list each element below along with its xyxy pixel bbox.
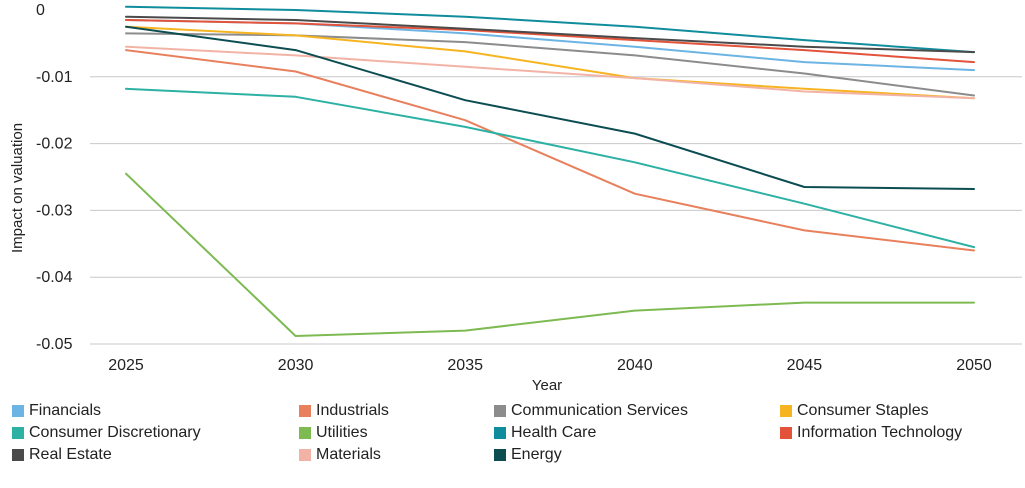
y-axis-title: Impact on valuation	[9, 123, 26, 253]
x-tick-label: 2035	[447, 357, 483, 374]
legend-label: Information Technology	[797, 424, 963, 441]
series-line-materials	[125, 45, 975, 100]
x-axis-title: Year	[532, 377, 562, 394]
legend-label: Real Estate	[29, 446, 112, 463]
legend-item: Energy	[494, 446, 562, 464]
legend-swatch	[780, 427, 792, 439]
legend-item: Health Care	[494, 424, 596, 442]
legend-label: Energy	[511, 446, 562, 463]
legend-item: Utilities	[299, 424, 368, 442]
legend-label: Consumer Discretionary	[29, 424, 201, 441]
legend-swatch	[494, 449, 506, 461]
x-tick-label: 2050	[956, 357, 992, 374]
series-line-consumer-staples	[125, 25, 975, 100]
series-line-health-care	[125, 5, 975, 54]
y-tick-label: -0.03	[36, 202, 73, 219]
legend-swatch	[780, 405, 792, 417]
y-tick-label: -0.05	[36, 336, 73, 353]
legend-swatch	[494, 427, 506, 439]
legend-item: Industrials	[299, 402, 389, 420]
y-axis-tick-labels: 0 -0.01 -0.02 -0.03 -0.04 -0.05	[36, 2, 73, 353]
legend-item: Financials	[12, 402, 101, 420]
series-line-information-technology	[125, 19, 975, 64]
legend-swatch	[299, 427, 311, 439]
legend-swatch	[299, 449, 311, 461]
legend-swatch	[12, 405, 24, 417]
legend-item: Consumer Staples	[780, 402, 929, 420]
series-lines	[125, 5, 975, 337]
legend-label: Health Care	[511, 424, 597, 441]
legend-item: Consumer Discretionary	[12, 424, 201, 442]
legend-swatch	[12, 427, 24, 439]
x-tick-label: 2030	[278, 357, 314, 374]
legend-label: Consumer Staples	[797, 402, 929, 419]
legend-swatch	[494, 405, 506, 417]
legend-swatch	[299, 405, 311, 417]
x-tick-label: 2040	[617, 357, 653, 374]
legend-swatch	[12, 449, 24, 461]
series-line-real-estate	[125, 15, 975, 54]
legend-item: Communication Services	[494, 402, 688, 420]
legend-label: Industrials	[316, 402, 389, 419]
y-tick-label: -0.02	[36, 136, 73, 153]
series-line-utilities	[125, 172, 975, 337]
legend-label: Financials	[29, 402, 102, 419]
y-tick-label: -0.01	[36, 69, 73, 86]
series-line-consumer-discretionary	[125, 87, 975, 249]
legend-item: Materials	[299, 446, 381, 464]
x-tick-label: 2025	[108, 357, 144, 374]
line-chart: 0-0.01-0.02-0.03-0.04-0.05 2025 2030 2035 2…	[9, 2, 1022, 394]
series-line-communication-services	[125, 32, 975, 97]
legend-label: Communication Services	[511, 402, 688, 419]
legend-item: Real Estate	[12, 446, 112, 464]
legend-item: Information Technology	[780, 424, 962, 442]
series-line-industrials	[125, 49, 975, 252]
gridlines	[90, 76, 1022, 345]
legend-label: Utilities	[316, 424, 368, 441]
x-tick-label: 2045	[787, 357, 823, 374]
y-tick-label: 0	[36, 2, 45, 19]
y-tick-label: -0.04	[36, 269, 73, 286]
series-line-energy	[125, 25, 975, 190]
legend-label: Materials	[316, 446, 381, 463]
x-axis-tick-labels: 2025 2030 2035 2040 2045 2050	[108, 357, 992, 374]
